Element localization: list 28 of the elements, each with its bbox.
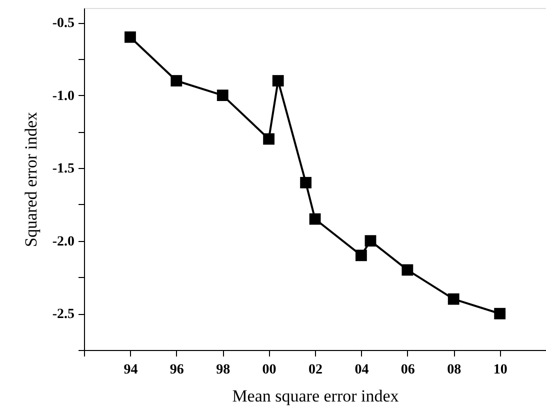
x-axis-title: Mean square error index bbox=[232, 386, 400, 406]
x-tick-label: 96 bbox=[170, 362, 184, 378]
point bbox=[170, 75, 182, 86]
point bbox=[402, 264, 414, 276]
x-tick-label: 98 bbox=[216, 362, 230, 378]
point bbox=[448, 293, 460, 305]
point bbox=[309, 213, 321, 225]
x-tick-label: 10 bbox=[493, 362, 508, 378]
point bbox=[494, 308, 506, 320]
x-tick-label: 02 bbox=[308, 362, 323, 378]
x-tick-label: 06 bbox=[400, 362, 415, 378]
x-tick-label: 00 bbox=[262, 362, 276, 378]
y-tick-label: -0.5 bbox=[52, 16, 74, 32]
point bbox=[216, 90, 228, 102]
y-tick-label: -2.5 bbox=[52, 307, 74, 322]
point bbox=[356, 250, 367, 262]
y-axis-title: Squared error index bbox=[21, 112, 40, 248]
y-tick-label: -1.5 bbox=[52, 162, 74, 177]
y-tick-label: -1.0 bbox=[52, 88, 74, 104]
y-tick-label: -2.0 bbox=[52, 234, 74, 250]
point bbox=[263, 133, 274, 145]
point bbox=[124, 31, 136, 43]
point bbox=[300, 176, 312, 188]
point bbox=[272, 75, 284, 86]
x-tick-label: 04 bbox=[354, 362, 369, 378]
point bbox=[364, 235, 376, 247]
x-tick-label: 08 bbox=[447, 362, 462, 378]
x-tick-label: 94 bbox=[124, 362, 138, 378]
